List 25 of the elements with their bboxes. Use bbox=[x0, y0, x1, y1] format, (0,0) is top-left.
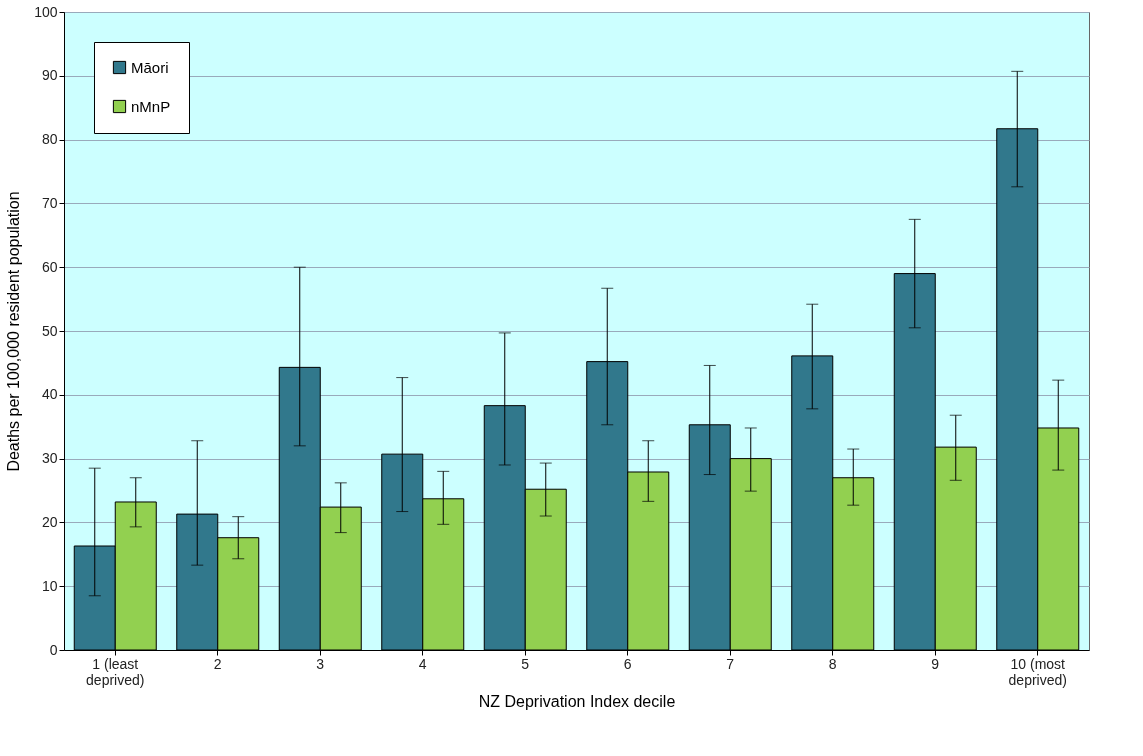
y-tick-label: 70 bbox=[41, 194, 58, 211]
x-tick-label: 8 bbox=[828, 655, 837, 672]
x-tick-label: 3 bbox=[316, 655, 325, 672]
legend-label: Māori bbox=[131, 58, 169, 76]
x-tick-label: 10 (most deprived) bbox=[1008, 655, 1067, 688]
x-axis-title: NZ Deprivation Index decile bbox=[478, 692, 676, 710]
y-axis-title: Deaths per 100,000 resident population bbox=[5, 191, 23, 472]
x-tick-label: 9 bbox=[931, 655, 940, 672]
y-tick-label: 40 bbox=[41, 386, 58, 403]
y-tick-label: 100 bbox=[34, 3, 58, 20]
x-tick-label: 4 bbox=[418, 655, 427, 672]
y-tick-label: 80 bbox=[41, 131, 58, 148]
y-tick-label: 10 bbox=[41, 577, 58, 594]
x-tick-label: 6 bbox=[623, 655, 632, 672]
y-tick-label: 20 bbox=[41, 513, 58, 530]
x-tick-label: 2 bbox=[213, 655, 222, 672]
y-tick-label: 50 bbox=[41, 322, 58, 339]
y-tick-label: 0 bbox=[49, 641, 58, 658]
y-tick-label: 60 bbox=[41, 258, 58, 275]
y-tick-label: 30 bbox=[41, 450, 58, 467]
x-tick-label: 7 bbox=[726, 655, 735, 672]
x-tick-label: 5 bbox=[521, 655, 530, 672]
y-tick-label: 90 bbox=[41, 67, 58, 84]
legend-label: nMnP bbox=[131, 97, 171, 115]
x-tick-label: 1 (least deprived) bbox=[86, 655, 145, 688]
